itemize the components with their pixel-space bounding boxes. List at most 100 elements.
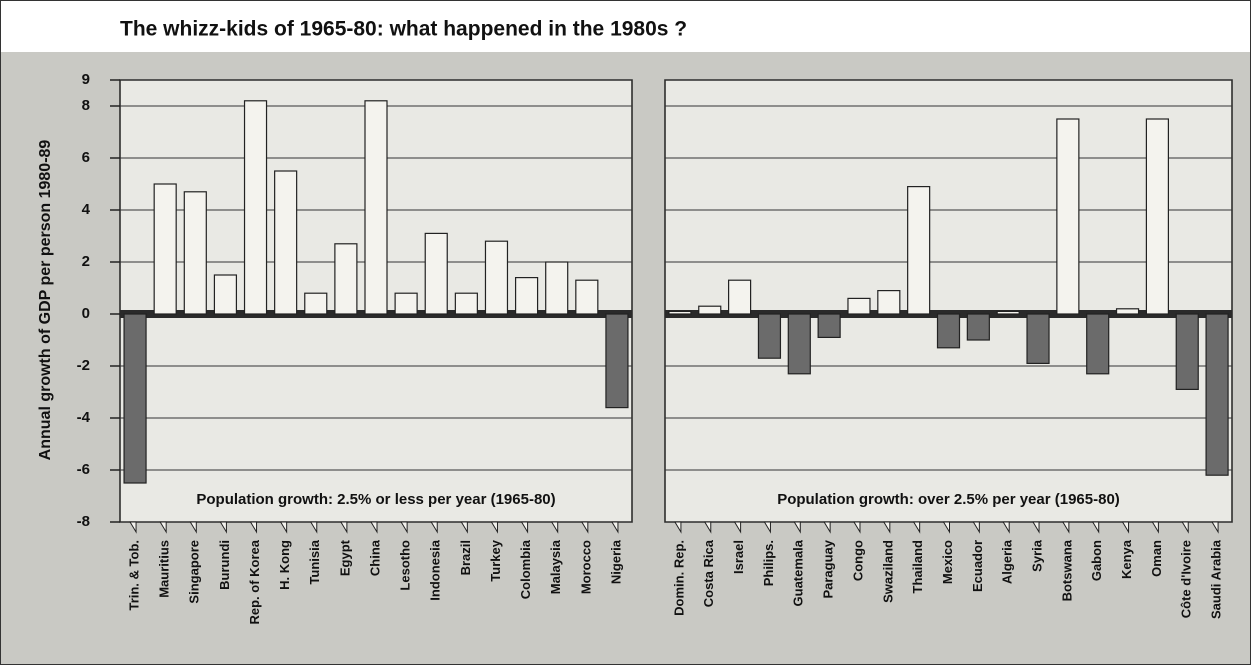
y-tick-label: 4 [82,201,91,218]
tick-marker [129,521,137,534]
x-tick-label: Côte d'Ivoire [1179,540,1194,618]
bar [877,290,901,315]
bar [1026,313,1050,365]
bar [996,310,1020,315]
chart-title: The whizz-kids of 1965-80: what happened… [120,18,687,41]
tick-marker [853,521,861,534]
bar [243,100,268,315]
bar [575,279,599,315]
x-tick-label: Trin. & Tob. [126,540,141,611]
bar [728,279,752,315]
x-tick-label: Ecuador [970,540,985,592]
tick-marker [1061,521,1070,534]
tick-marker [674,521,682,534]
x-tick-label: Botswana [1059,539,1074,601]
x-tick-label: Congo [850,540,865,581]
tick-marker [733,521,742,534]
tick-marker [159,521,167,534]
x-tick-label: Oman [1149,540,1164,577]
tick-marker [611,521,619,534]
tick-marker [249,521,258,534]
bar [787,313,811,375]
x-tick-label: Saudi Arabia [1209,539,1224,619]
bar [966,313,990,341]
tick-marker [703,521,712,534]
tick-marker [1211,521,1219,534]
x-tick-label: Syria [1029,539,1044,572]
x-tick-label: Burundi [217,540,232,590]
x-tick-label: H. Kong [277,540,292,590]
tick-marker [972,521,980,534]
bar [847,297,871,315]
bar [424,232,448,315]
bar [936,313,961,349]
x-tick-label: Lesotho [398,540,413,591]
y-tick-label: -2 [77,357,90,374]
bar [123,313,147,484]
bar [484,240,509,315]
panel-subtitle: Population growth: 2.5% or less per year… [196,491,555,508]
tick-marker [460,521,468,534]
tick-marker [1032,521,1040,534]
x-tick-label: Algeria [1000,539,1015,584]
bar [274,170,298,315]
x-tick-label: Egypt [337,539,352,576]
y-tick-label: 6 [82,149,90,166]
x-tick-label: Philips. [761,540,776,586]
x-tick-label: Swaziland [880,540,895,603]
bar [545,261,569,315]
tick-marker [1181,521,1189,534]
tick-marker [370,521,378,534]
x-tick-label: Mauritius [157,540,172,598]
x-tick-label: Mexico [940,540,955,584]
tick-marker [1091,521,1100,534]
bar [183,191,207,315]
x-tick-label: Paraguay [821,539,836,598]
bar [605,313,629,409]
bar [1056,118,1080,315]
y-tick-label: 8 [82,97,90,114]
panel-subtitle: Population growth: over 2.5% per year (1… [777,491,1120,508]
tick-marker [520,521,529,534]
x-tick-label: Rep. of Korea [247,539,262,624]
x-tick-label: Colombia [518,539,533,599]
bar [514,277,539,315]
tick-marker [580,521,589,534]
x-tick-label: Singapore [187,540,202,604]
tick-marker [189,521,197,534]
tick-marker [763,521,771,534]
x-tick-label: Tunisia [307,539,322,584]
x-tick-label: China [367,539,382,576]
y-tick-label: 9 [82,71,90,88]
tick-marker [279,521,288,534]
tick-marker [219,521,227,534]
x-tick-label: Turkey [488,539,503,581]
tick-marker [882,521,891,534]
tick-marker [912,521,921,534]
x-tick-label: Malaysia [548,539,563,594]
tick-marker [309,521,318,534]
x-tick-label: Guatemala [791,539,806,606]
tick-marker [490,521,498,534]
bar [1205,313,1229,476]
tick-marker [1151,521,1159,534]
y-tick-label: -8 [77,513,90,530]
bar [1086,313,1110,375]
x-tick-label: Costa Rica [701,539,716,607]
tick-marker [1121,521,1130,534]
bar [364,100,388,315]
bar [334,243,358,315]
tick-marker [793,521,801,534]
bar [668,310,692,315]
bar [304,292,328,315]
plot-area [664,79,1233,523]
x-tick-label: Morocco [578,540,593,594]
x-tick-label: Gabon [1089,540,1104,581]
y-axis-label: Annual growth of GDP per person 1980-89 [37,140,54,461]
tick-marker [550,521,559,534]
x-tick-label: Indonesia [428,539,443,600]
tick-marker [942,521,950,534]
tick-marker [823,521,831,534]
bar [817,313,841,338]
